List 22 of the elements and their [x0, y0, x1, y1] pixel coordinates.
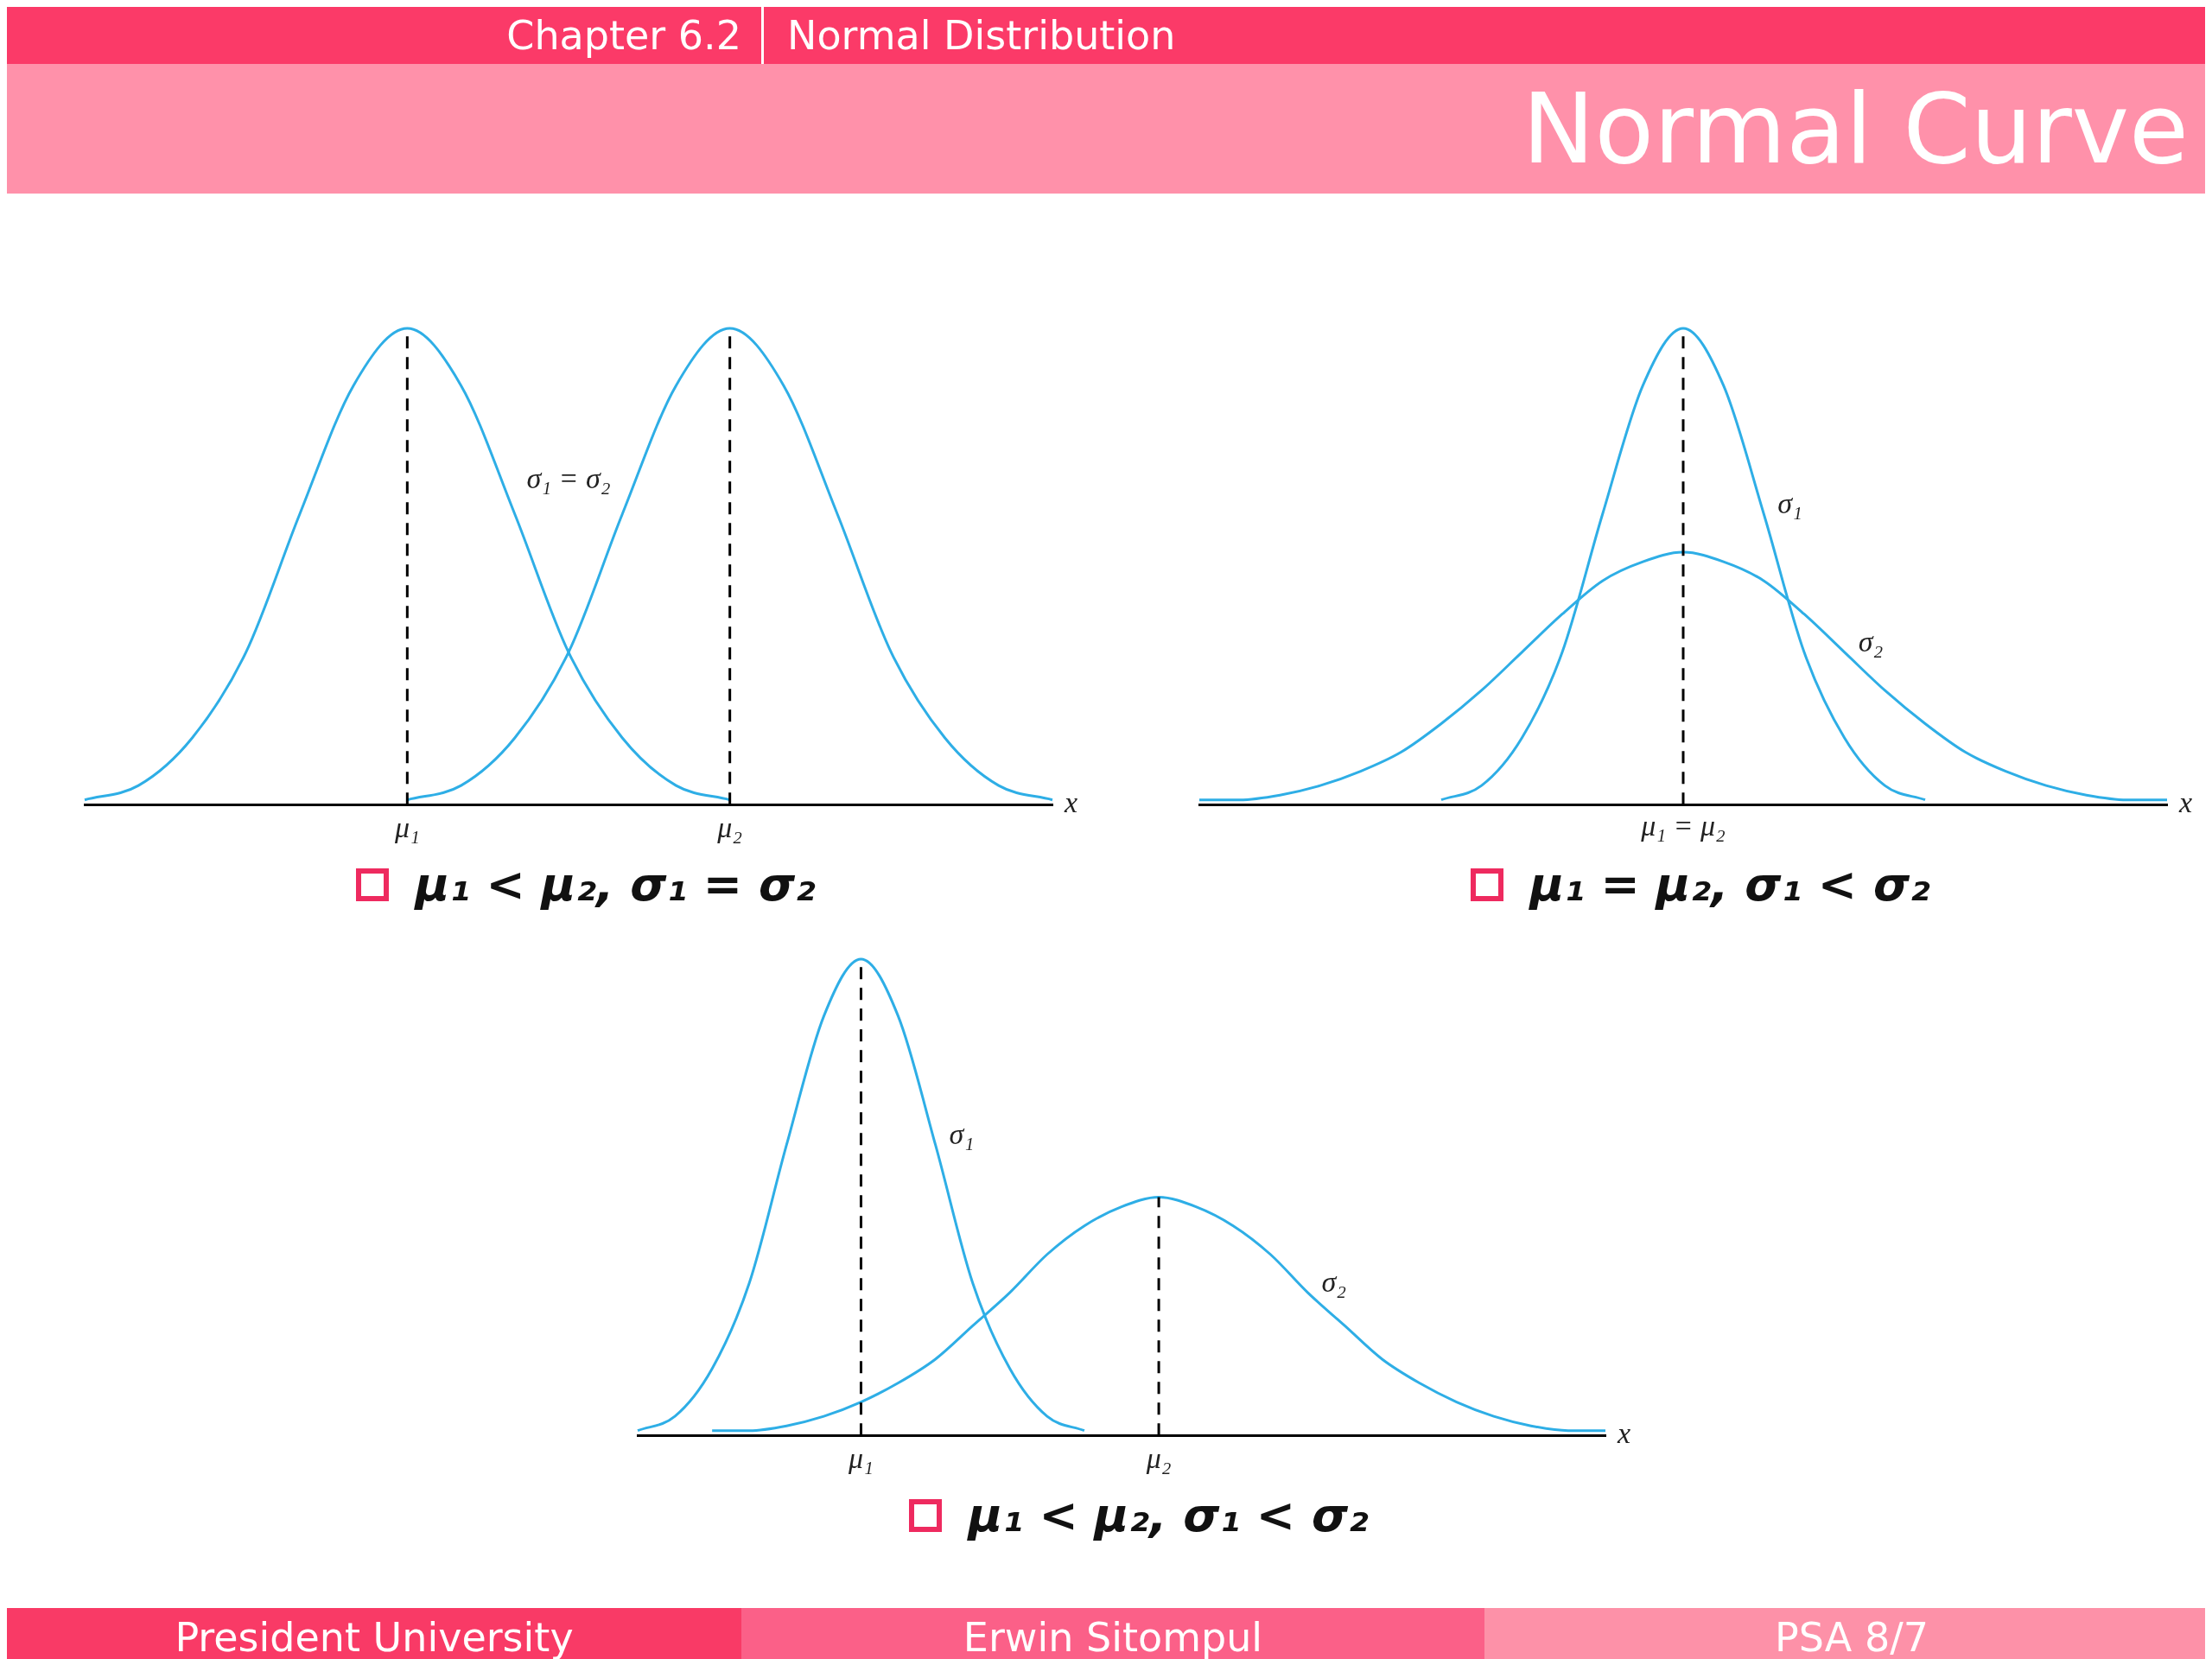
series-label: σ₁	[949, 1117, 975, 1150]
x-tick-label: μ₁	[393, 810, 420, 843]
series-label: σ₂	[1858, 625, 1884, 658]
text: μ₁ < μ₂, σ₁ < σ₂	[968, 1488, 1369, 1542]
text: Normal Curve	[1522, 72, 2189, 187]
annotation: σ₁ = σ₂	[526, 462, 611, 495]
text: μ₁ < μ₂, σ₁ = σ₂	[415, 857, 816, 912]
x-tick-label: μ₁	[848, 1441, 874, 1474]
text: Normal Distribution	[787, 11, 1176, 60]
text: President University	[7, 1608, 741, 1659]
series-label: σ₂	[1321, 1265, 1346, 1298]
text: Chapter 6.2	[506, 12, 741, 59]
text: Erwin Sitompul	[741, 1608, 1484, 1659]
text: PSA 8/7	[1774, 1612, 1929, 1659]
x-axis-title: x	[2178, 786, 2193, 819]
x-axis-title: x	[1617, 1417, 1631, 1450]
series-label: σ₁	[1777, 486, 1802, 519]
text: μ₁ = μ₂	[1641, 810, 1726, 842]
x-tick-label: μ₂	[1145, 1441, 1172, 1474]
x-tick-label: μ₂	[716, 810, 743, 843]
text: μ₁ = μ₂, σ₁ < σ₂	[1529, 857, 1930, 912]
x-axis-title: x	[1064, 786, 1078, 819]
